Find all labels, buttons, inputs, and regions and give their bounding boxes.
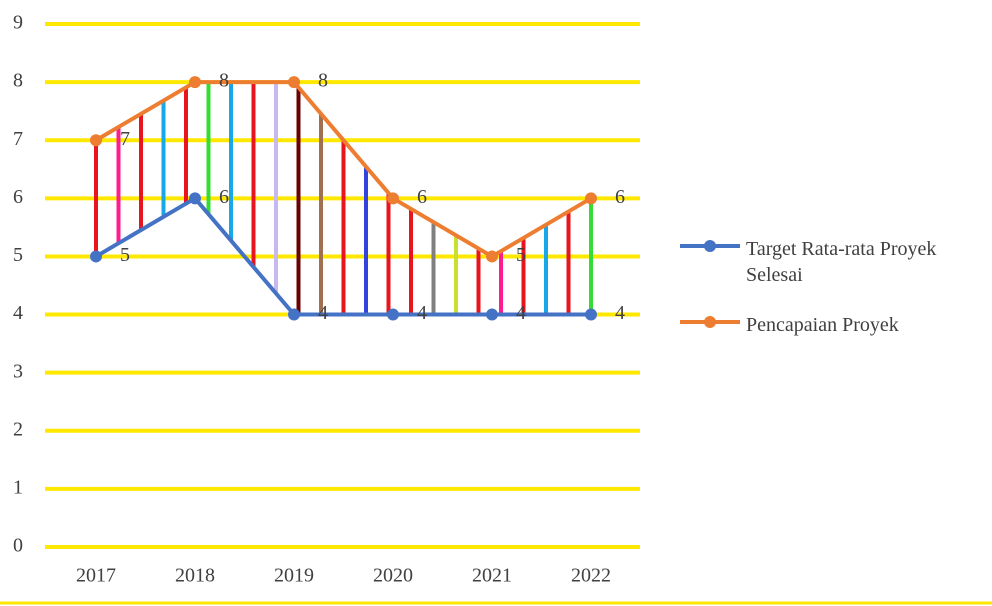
data-label: 6 <box>417 186 427 208</box>
legend-swatch <box>680 312 740 332</box>
data-label: 6 <box>219 186 229 208</box>
x-tick-label: 2017 <box>76 565 116 587</box>
y-tick-label: 2 <box>13 418 23 440</box>
y-tick-label: 7 <box>13 128 23 150</box>
data-label: 4 <box>615 302 625 324</box>
legend-item: Target Rata-rata Proyek Selesai <box>680 236 980 288</box>
point <box>486 250 498 263</box>
y-tick-label: 5 <box>13 244 23 266</box>
data-label: 4 <box>516 302 526 324</box>
point <box>90 134 102 147</box>
series-line <box>94 80 593 259</box>
y-tick-label: 4 <box>13 302 23 324</box>
data-label: 4 <box>417 302 427 324</box>
x-tick-label: 2020 <box>373 565 413 587</box>
point <box>387 192 399 205</box>
legend-item: Pencapaian Proyek <box>680 312 980 338</box>
data-label: 8 <box>318 70 328 92</box>
data-label: 7 <box>120 128 130 150</box>
point <box>288 308 300 321</box>
point <box>189 192 201 205</box>
data-label: 5 <box>516 244 526 266</box>
x-tick-label: 2019 <box>274 565 314 587</box>
point <box>387 308 399 321</box>
point <box>90 250 102 263</box>
point <box>585 308 597 321</box>
y-tick-label: 1 <box>13 476 23 498</box>
x-tick-label: 2021 <box>472 565 512 587</box>
point <box>288 76 300 89</box>
data-label: 5 <box>120 244 130 266</box>
data-label: 8 <box>219 70 229 92</box>
y-tick-label: 0 <box>13 535 23 557</box>
point <box>486 308 498 321</box>
y-tick-label: 8 <box>13 70 23 92</box>
point <box>189 76 201 89</box>
legend-swatch <box>680 236 740 256</box>
point <box>585 192 597 205</box>
y-tick-label: 6 <box>13 186 23 208</box>
data-label: 4 <box>318 302 328 324</box>
legend-label: Target Rata-rata Proyek Selesai <box>746 238 937 286</box>
legend-label: Pencapaian Proyek <box>746 314 899 336</box>
series-line <box>94 195 591 317</box>
data-label: 6 <box>615 186 625 208</box>
x-tick-label: 2018 <box>175 565 215 587</box>
y-tick-label: 9 <box>13 12 23 34</box>
y-tick-label: 3 <box>13 360 23 382</box>
x-tick-label: 2022 <box>571 565 611 587</box>
